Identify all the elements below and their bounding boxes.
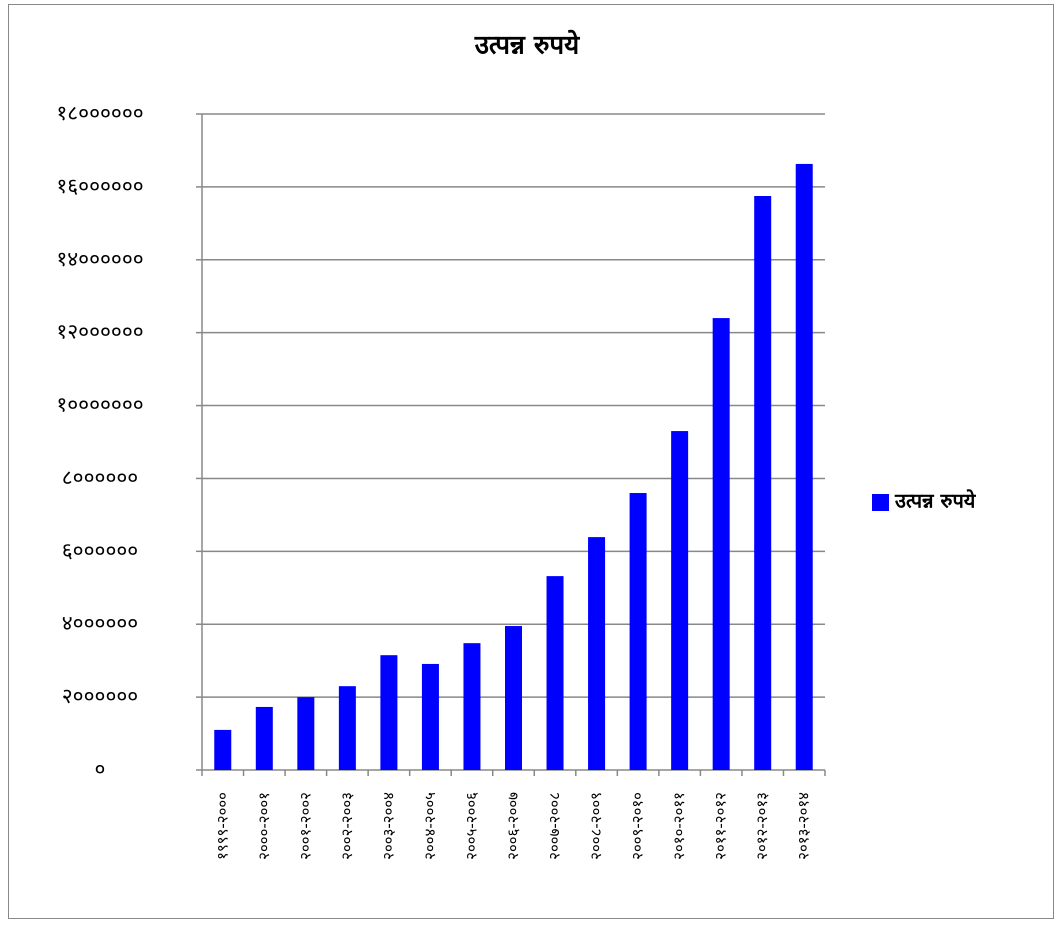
x-tick-label: २०००-२००१ bbox=[255, 792, 273, 860]
chart-border bbox=[8, 4, 1054, 919]
x-tick-label: २००१-२००२ bbox=[296, 792, 314, 860]
bar bbox=[754, 196, 772, 770]
bar bbox=[505, 626, 522, 770]
bar bbox=[546, 576, 564, 770]
x-tick-label: २००५-२००६ bbox=[462, 792, 480, 860]
x-tick-label: २०१२-२०१३ bbox=[753, 792, 771, 860]
y-tick-label: ० bbox=[95, 757, 106, 781]
x-tick-label: २०११-२०१२ bbox=[712, 792, 730, 860]
y-tick-label: १००००००० bbox=[56, 393, 143, 417]
bar bbox=[463, 643, 481, 770]
y-tick-label: ४०००००० bbox=[62, 611, 138, 635]
bar bbox=[712, 318, 730, 770]
bar bbox=[380, 655, 398, 770]
x-tick-label: १९९९-२००० bbox=[213, 792, 231, 860]
x-tick-label: २००४-२००५ bbox=[421, 792, 439, 860]
y-tick-label: ८०००००० bbox=[62, 465, 138, 489]
bar bbox=[338, 686, 356, 770]
bar bbox=[297, 697, 315, 770]
y-tick-label: १८०००००० bbox=[56, 101, 143, 125]
bar bbox=[421, 663, 439, 770]
bar bbox=[255, 706, 273, 770]
x-tick-label: २००६-२००७ bbox=[504, 792, 522, 860]
chart-title: उत्पन्न रुपये bbox=[474, 30, 580, 61]
bar bbox=[795, 163, 813, 770]
x-tick-label: २००७-२००८ bbox=[546, 792, 564, 860]
x-tick-label: २००२-२००३ bbox=[338, 792, 356, 860]
y-tick-label: १४०००००० bbox=[56, 247, 143, 271]
y-tick-label: ६०००००० bbox=[62, 538, 138, 562]
x-tick-label: २०१३-२०१४ bbox=[795, 792, 813, 860]
legend-swatch bbox=[872, 494, 889, 511]
x-tick-label: २००९-२०१० bbox=[629, 792, 647, 860]
bar bbox=[588, 537, 606, 770]
y-tick-label: १६०००००० bbox=[56, 174, 143, 198]
x-tick-label: २०१०-२०११ bbox=[670, 792, 688, 860]
y-tick-label: १२०००००० bbox=[56, 320, 143, 344]
x-tick-label: २००३-२००४ bbox=[379, 792, 397, 860]
bar bbox=[671, 431, 689, 770]
legend-label: उत्पन्न रुपये bbox=[894, 489, 977, 513]
y-tick-label: २०००००० bbox=[62, 684, 138, 708]
bar bbox=[214, 729, 232, 770]
x-tick-label: २००८-२००९ bbox=[587, 792, 605, 860]
bar bbox=[629, 493, 647, 770]
